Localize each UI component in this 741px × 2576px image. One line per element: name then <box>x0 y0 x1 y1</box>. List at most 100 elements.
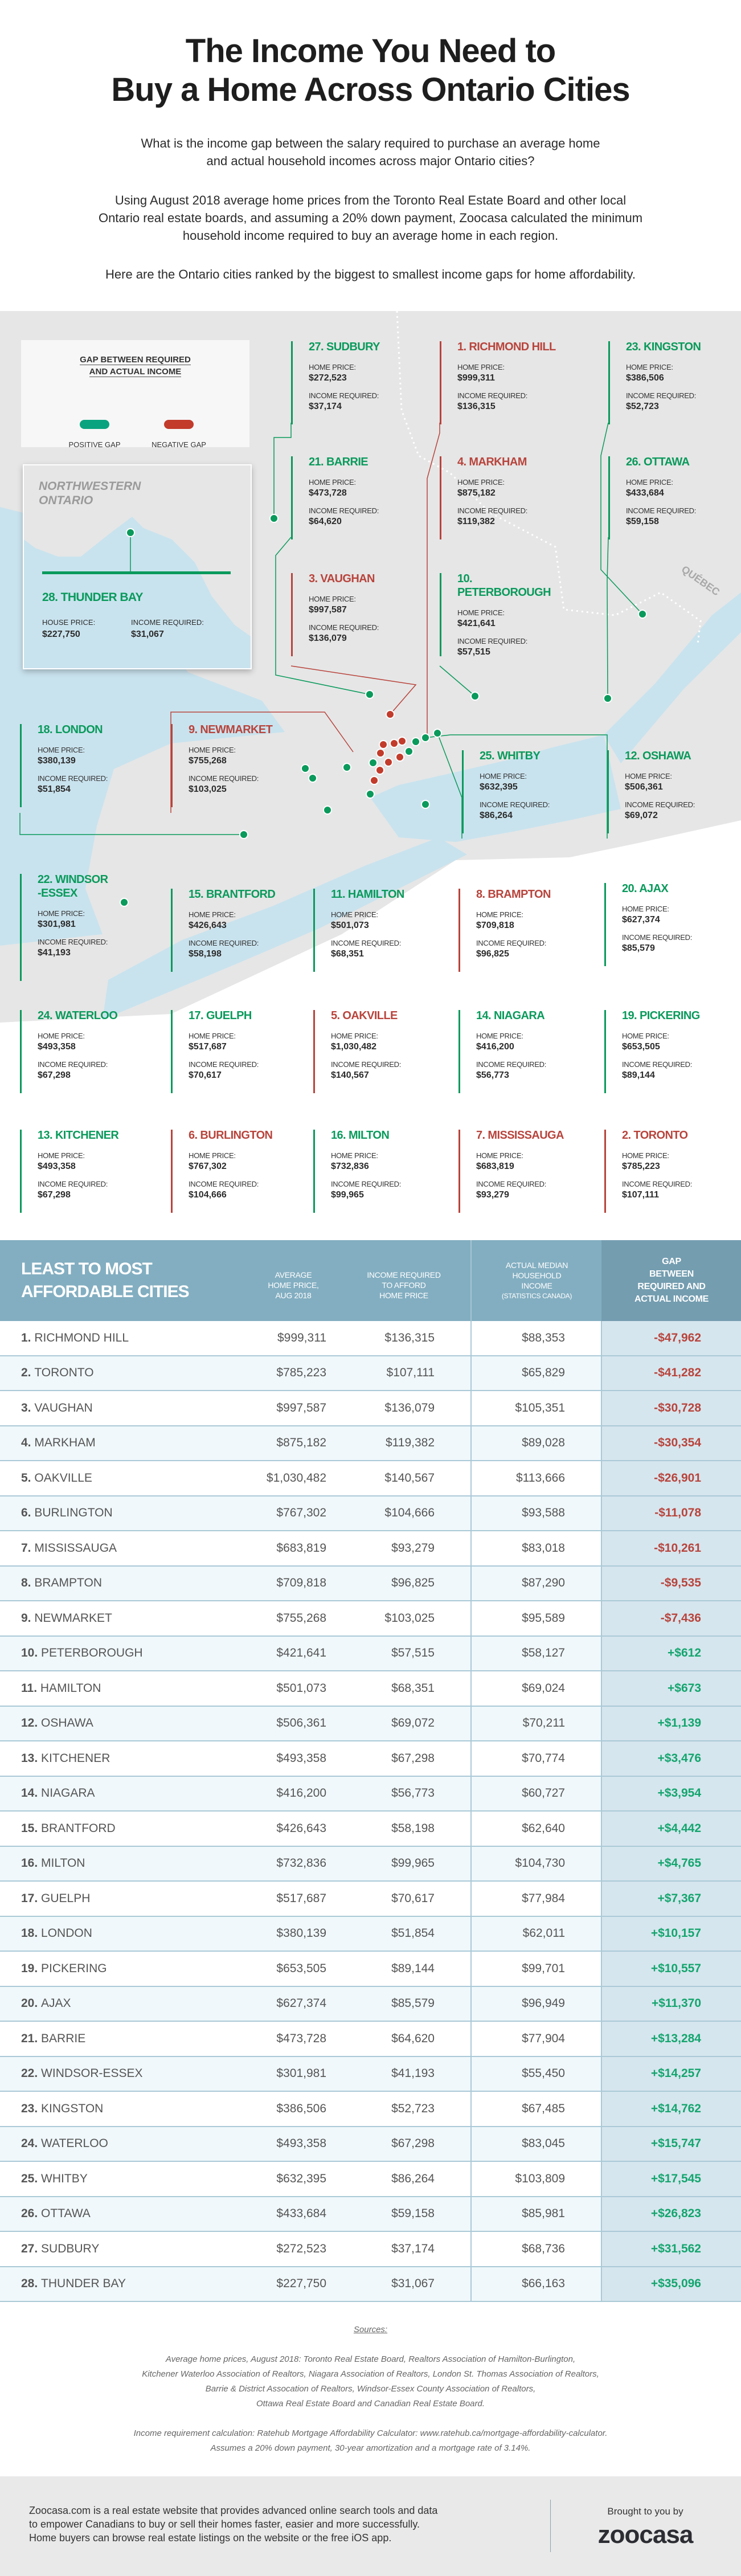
city-callout: 6. BURLINGTON HOME PRICE: $767,302 INCOM… <box>171 1129 299 1213</box>
gap-cell: -$7,436 <box>660 1611 701 1625</box>
header-line: TO AFFORD <box>382 1281 426 1290</box>
connector-line <box>273 423 292 518</box>
city-dot <box>384 758 393 767</box>
northwestern-ontario-inset: NORTHWESTERN ONTARIO 28. THUNDER BAY HOU… <box>23 464 252 669</box>
gap-cell-bg <box>601 1812 741 1846</box>
home-price-value: $421,641 <box>457 619 496 628</box>
table-row: 7. MISSISSAUGA $683,819 $93,279 $83,018 … <box>0 1531 741 1567</box>
source-line: Income requirement calculation: Ratehub … <box>133 2428 608 2438</box>
intro-question: What is the income gap between the salar… <box>0 134 741 170</box>
gap-cell: +$10,157 <box>650 1927 701 1940</box>
city-cell: 28. THUNDER BAY <box>21 2267 126 2301</box>
city-callout: 24. WATERLOO HOME PRICE: $493,358 INCOME… <box>20 1009 148 1093</box>
zoocasa-logo[interactable]: zoocasa <box>597 2521 694 2549</box>
table-row: 2. TORONTO $785,223 $107,111 $65,829 -$4… <box>0 1356 741 1391</box>
column-divider <box>470 2127 472 2161</box>
home-price-label: HOME PRICE: <box>38 909 85 918</box>
city-callout: 23. KINGSTON HOME PRICE: $386,506 INCOME… <box>608 341 736 424</box>
table-row: 1. RICHMOND HILL $999,311 $136,315 $88,3… <box>0 1321 741 1356</box>
rank: 27. <box>21 2242 38 2255</box>
median-income-cell: $104,730 <box>515 1857 565 1870</box>
home-price-value: $627,374 <box>622 915 660 925</box>
city-cell: 22. WINDSOR-ESSEX <box>21 2057 143 2091</box>
intro-text: household income required to buy an aver… <box>182 228 559 243</box>
home-price-label: HOME PRICE: <box>476 1151 523 1160</box>
column-divider <box>601 1706 602 1740</box>
income-required-cell: $67,298 <box>391 2137 435 2150</box>
income-required-cell: $58,198 <box>391 1821 435 1835</box>
footer-divider <box>550 2500 551 2552</box>
income-required-label: INCOME REQUIRED: <box>309 506 379 515</box>
rank: 20. <box>21 1997 38 2010</box>
column-divider <box>470 1426 472 1460</box>
inset-map <box>24 517 251 668</box>
header-line: INCOME <box>521 1281 552 1290</box>
median-income-cell: $96,949 <box>522 1997 565 2010</box>
table-title-line: LEAST TO MOST <box>21 1260 153 1278</box>
median-income-cell: $69,024 <box>522 1681 565 1695</box>
income-required-value: $67,298 <box>38 1070 71 1080</box>
table-row: 18. LONDON $380,139 $51,854 $62,011 +$10… <box>0 1916 741 1952</box>
city-title: 20. AJAX <box>622 882 669 895</box>
income-required-cell: $69,072 <box>391 1716 435 1730</box>
city-dot <box>390 739 399 748</box>
income-required-label: INCOME REQUIRED: <box>480 800 550 809</box>
income-required-label: INCOME REQUIRED: <box>476 1180 547 1188</box>
income-required-cell: $31,067 <box>391 2277 435 2291</box>
rank: 2. <box>21 1366 31 1380</box>
city-name: BARRIE <box>41 2031 86 2045</box>
city-title: 22. WINDSOR -ESSEX <box>38 873 108 899</box>
income-required-value: $58,198 <box>189 949 222 959</box>
avg-price-cell: $493,358 <box>276 2137 326 2150</box>
home-price-label: HOME PRICE: <box>622 1151 669 1160</box>
column-divider <box>601 1952 602 1986</box>
gap-cell-bg <box>601 1671 741 1706</box>
income-required-label: INCOME REQUIRED: <box>189 1180 259 1188</box>
income-required-value: $89,144 <box>622 1070 655 1080</box>
footer-about: Zoocasa.com is a real estate website tha… <box>29 2504 437 2545</box>
income-required-value: $67,298 <box>38 1190 71 1200</box>
gap-cell: -$30,728 <box>654 1401 701 1414</box>
column-divider <box>601 2197 602 2231</box>
income-required-cell: $68,351 <box>391 1681 435 1695</box>
rank: 26. <box>21 2207 38 2221</box>
gap-cell-bg <box>601 1986 741 2021</box>
city-callout: 3. VAUGHAN HOME PRICE: $997,587 INCOME R… <box>291 573 419 656</box>
gap-cell-bg <box>601 2056 741 2091</box>
table-row: 14. NIAGARA $416,200 $56,773 $60,727 +$3… <box>0 1776 741 1812</box>
home-price-label: HOME PRICE: <box>331 1151 378 1160</box>
source-line: Average home prices, August 2018: Toront… <box>165 2354 576 2364</box>
intro-text: What is the income gap between the salar… <box>141 136 600 150</box>
column-divider <box>601 1916 602 1951</box>
gap-cell: +$14,257 <box>650 2067 701 2080</box>
rank: 14. <box>21 1786 38 1800</box>
income-required-cell: $93,279 <box>391 1541 435 1555</box>
rank: 1. <box>21 1331 31 1344</box>
home-price-value: $272,523 <box>309 373 347 383</box>
gap-cell: +$11,370 <box>651 1997 701 2010</box>
region-label-line: NORTHWESTERN <box>39 480 141 493</box>
city-name: NEWMARKET <box>34 1611 112 1625</box>
avg-price-cell: $999,311 <box>277 1331 326 1344</box>
city-title: 18. LONDON <box>38 723 103 736</box>
income-required-label: INCOME REQUIRED: <box>38 774 108 783</box>
column-divider <box>601 2022 602 2056</box>
income-required-label: INCOME REQUIRED: <box>38 1180 108 1188</box>
income-required-label: INCOME REQUIRED: <box>626 506 697 515</box>
city-name: MARKHAM <box>34 1436 96 1450</box>
table-row: 3. VAUGHAN $997,587 $136,079 $105,351 -$… <box>0 1391 741 1426</box>
gap-cell-bg <box>601 1461 741 1495</box>
income-required-cell: $136,079 <box>384 1401 435 1414</box>
avg-price-cell: $380,139 <box>276 1927 326 1940</box>
avg-price-cell: $997,587 <box>276 1401 326 1414</box>
table-row: 12. OSHAWA $506,361 $69,072 $70,211 +$1,… <box>0 1706 741 1741</box>
gap-cell: +$35,096 <box>650 2277 701 2291</box>
city-title: 11. HAMILTON <box>331 888 404 901</box>
city-callout: 11. HAMILTON HOME PRICE: $501,073 INCOME… <box>313 888 441 972</box>
table-header: LEAST TO MOST AFFORDABLE CITIES AVERAGE HO… <box>0 1240 741 1321</box>
table-row: 16. MILTON $732,836 $99,965 $104,730 +$4… <box>0 1846 741 1882</box>
gap-cell: -$11,078 <box>654 1506 701 1520</box>
table-row: 25. WHITBY $632,395 $86,264 $103,809 +$1… <box>0 2162 741 2197</box>
city-name: OAKVILLE <box>34 1471 92 1485</box>
avg-price-cell: $709,818 <box>276 1576 326 1590</box>
